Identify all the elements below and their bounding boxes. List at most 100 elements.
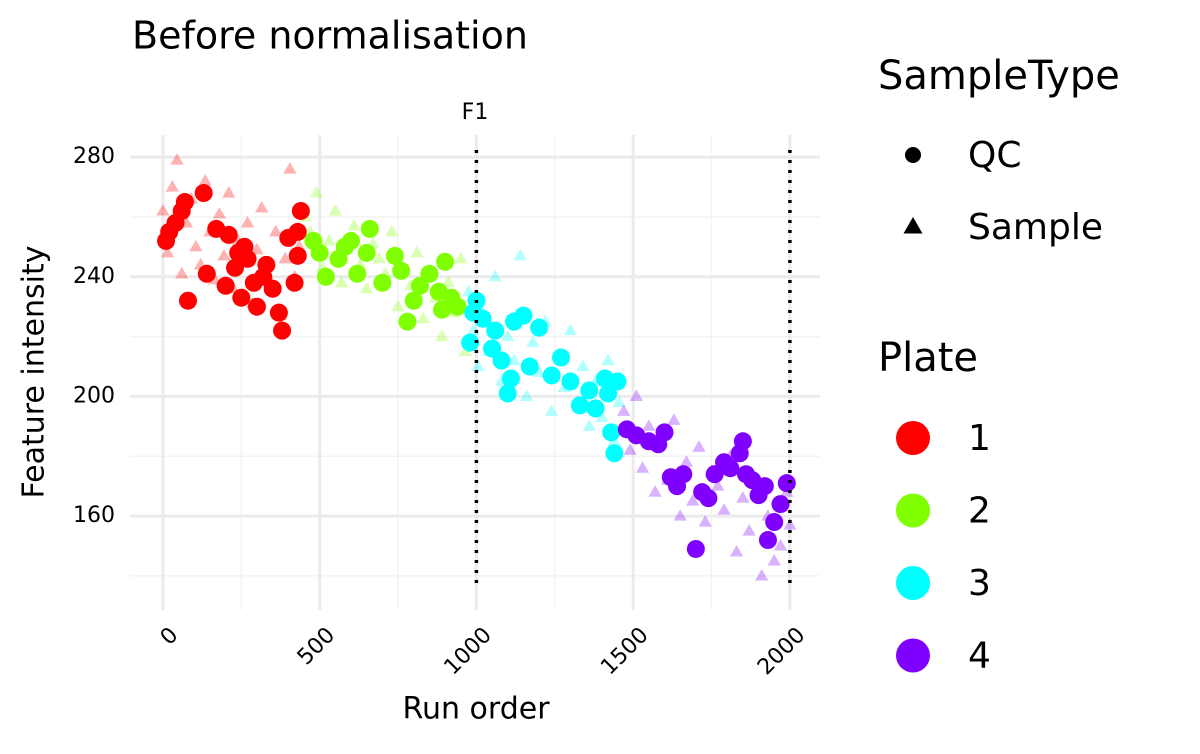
sample-point — [471, 359, 485, 372]
qc-point — [570, 396, 589, 415]
qc-point — [542, 366, 561, 385]
qc-point — [602, 423, 621, 442]
sample-point — [501, 329, 515, 342]
qc-point — [605, 444, 624, 463]
qc-point — [530, 318, 549, 337]
sample-point — [617, 404, 631, 416]
qc-point — [473, 309, 492, 328]
qc-point — [699, 489, 718, 508]
sample-point — [269, 224, 283, 237]
qc-point — [404, 291, 423, 310]
qc-point — [316, 267, 335, 286]
sample-point — [648, 485, 662, 497]
sample-point — [240, 215, 255, 228]
sample-point — [309, 186, 324, 198]
qc-point — [373, 273, 392, 292]
qc-point — [755, 477, 774, 496]
y-tick-label: 280 — [73, 144, 115, 169]
qc-point — [194, 184, 213, 203]
qc-point — [219, 225, 238, 244]
legend-title: SampleType — [878, 53, 1120, 99]
sample-point — [410, 245, 424, 258]
qc-point — [269, 303, 288, 322]
qc-point — [498, 384, 517, 403]
sample-point — [519, 389, 534, 401]
qc-point — [777, 474, 796, 493]
sample-point — [488, 269, 502, 282]
sample-point — [328, 203, 342, 216]
legend-symbol — [896, 493, 930, 528]
qc-point — [238, 249, 257, 268]
sample-point — [582, 419, 596, 431]
legend-label: 2 — [968, 491, 991, 532]
sample-point — [623, 443, 637, 455]
qc-point — [263, 279, 282, 298]
sample-point — [635, 461, 650, 473]
sample-point — [160, 245, 175, 258]
legend-symbol — [903, 217, 923, 234]
sample-point — [198, 174, 212, 186]
x-tick-label: 0 — [156, 623, 184, 651]
sample-point — [458, 344, 473, 357]
qc-point — [398, 312, 417, 331]
sample-point — [563, 323, 578, 336]
qc-point — [486, 321, 505, 340]
sample-point — [667, 413, 681, 425]
sample-point — [255, 200, 269, 213]
sample-point — [673, 509, 687, 521]
legend-symbol — [905, 147, 921, 163]
sample-point — [711, 479, 725, 491]
qc-point — [655, 423, 674, 442]
qc-point — [674, 465, 693, 484]
qc-point — [385, 246, 404, 265]
facet-label: F1 — [462, 100, 489, 125]
qc-point — [273, 321, 292, 340]
qc-point — [348, 264, 367, 283]
qc-point — [765, 513, 784, 532]
x-tick-label: 500 — [293, 623, 340, 670]
qc-point — [552, 348, 571, 367]
sample-point — [742, 524, 756, 536]
qc-point — [197, 264, 216, 283]
qc-point — [461, 333, 480, 352]
sample-point — [544, 404, 559, 416]
qc-point — [178, 291, 197, 310]
sample-point — [278, 251, 292, 264]
sample-point — [686, 494, 700, 506]
x-tick-label: 2000 — [753, 623, 810, 680]
sample-point — [642, 419, 656, 431]
sample-point — [601, 353, 615, 366]
qc-point — [216, 276, 235, 295]
sample-point — [773, 538, 788, 551]
sample-point — [372, 251, 386, 264]
x-tick-label: 1500 — [596, 623, 653, 680]
legend-label: 4 — [968, 636, 991, 677]
sample-point — [576, 359, 590, 372]
qc-point — [420, 264, 439, 283]
sample-point — [698, 515, 712, 527]
sample-point — [679, 455, 694, 467]
qc-point — [514, 306, 533, 325]
legend-symbol — [896, 566, 930, 600]
sample-point — [170, 153, 184, 165]
qc-point — [357, 243, 376, 262]
sample-point — [156, 203, 170, 216]
legend-label: 1 — [968, 418, 991, 459]
qc-point — [342, 231, 361, 250]
sample-point — [435, 329, 449, 342]
legend-label: QC — [968, 135, 1021, 176]
qc-point — [721, 459, 740, 478]
qc-point — [608, 372, 627, 391]
qc-point — [360, 219, 379, 238]
sample-point — [416, 311, 430, 324]
sample-point — [692, 440, 706, 452]
legend-label: Sample — [968, 207, 1103, 248]
x-tick-label: 1000 — [440, 623, 497, 680]
sample-point — [612, 395, 626, 407]
qc-point — [733, 432, 752, 451]
qc-point — [226, 258, 245, 277]
sample-point — [736, 491, 750, 503]
qc-point — [310, 243, 329, 262]
qc-point — [285, 273, 304, 292]
